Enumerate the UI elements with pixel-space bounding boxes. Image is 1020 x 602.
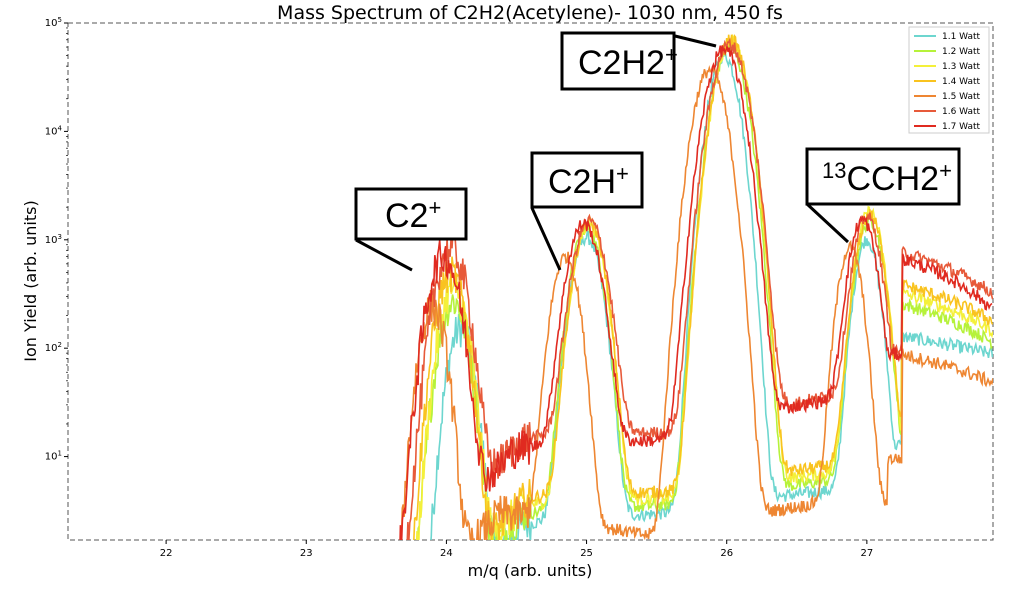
chart-title: Mass Spectrum of C2H2(Acetylene)- 1030 n… — [277, 2, 783, 24]
annotation-c2h2: C2H2+ — [560, 31, 717, 91]
legend-label: 1.2 Watt — [942, 47, 981, 57]
annotation-13cch2-sup: + — [939, 158, 952, 183]
annotation-c2: C2+ — [354, 187, 468, 272]
annotation-c2h2-sup: + — [665, 42, 678, 67]
annotation-c2h-label: C2H — [548, 163, 616, 201]
annotation-13cch2: 13CCH2+ — [805, 147, 961, 244]
y-tick-label: 104 — [45, 124, 63, 137]
y-tick-label: 105 — [45, 16, 62, 29]
legend-label: 1.5 Watt — [942, 92, 981, 102]
y-axis-ticks: 101 102 103 104 105 — [45, 16, 68, 463]
y-tick-label: 103 — [45, 233, 62, 246]
svg-text:C2H+: C2H+ — [548, 161, 629, 201]
x-tick-label: 23 — [300, 548, 313, 559]
legend-label: 1.4 Watt — [942, 77, 981, 87]
annotation-c2h: C2H+ — [530, 151, 644, 271]
annotation-13cch2-pre: 13 — [822, 158, 846, 183]
annotation-c2-sup: + — [428, 195, 441, 220]
x-tick-label: 27 — [860, 548, 873, 559]
x-axis-label: m/q (arb. units) — [468, 561, 593, 580]
series-layer — [399, 33, 993, 540]
x-tick-label: 26 — [720, 548, 733, 559]
y-tick-label: 102 — [45, 341, 62, 354]
x-tick-label: 25 — [580, 548, 593, 559]
legend-label: 1.1 Watt — [942, 32, 981, 42]
x-tick-label: 24 — [440, 548, 453, 559]
svg-text:C2+: C2+ — [385, 195, 441, 235]
series-line-6 — [399, 45, 993, 540]
series-line-3 — [413, 34, 993, 540]
x-axis-ticks: 22 23 24 25 26 27 — [160, 540, 873, 559]
y-tick-label: 101 — [45, 450, 62, 463]
annotation-c2-label: C2 — [385, 197, 428, 235]
annotation-c2h2-label: C2H2 — [578, 44, 665, 82]
legend: 1.1 Watt 1.2 Watt 1.3 Watt 1.4 Watt 1.5 Watt… — [908, 26, 990, 134]
annotation-13cch2-label: CCH2 — [846, 160, 939, 198]
legend-label: 1.3 Watt — [942, 62, 981, 72]
annotation-layer: C2+ C2H+ C2H2+ 13CCH2+ — [354, 31, 961, 272]
annotation-c2h-sup: + — [616, 161, 629, 186]
svg-text:13CCH2+: 13CCH2+ — [822, 158, 952, 198]
legend-label: 1.7 Watt — [942, 122, 981, 132]
y-axis-label: Ion Yield (arb. units) — [21, 200, 40, 361]
series-line-4 — [400, 64, 993, 540]
x-tick-label: 22 — [160, 548, 173, 559]
legend-label: 1.6 Watt — [942, 107, 981, 117]
svg-text:C2H2+: C2H2+ — [578, 42, 678, 82]
